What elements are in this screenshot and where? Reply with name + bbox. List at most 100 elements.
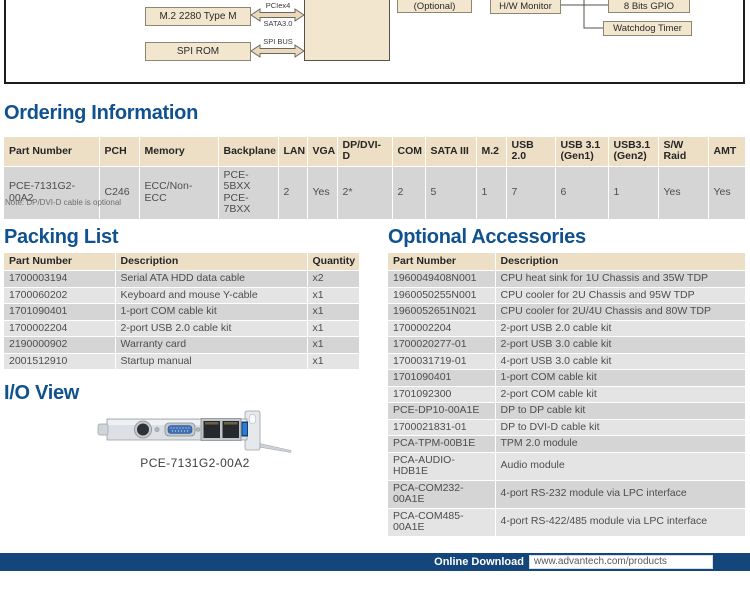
table-row: PCA-COM485-00A1E 4-port RS-422/485 module…	[388, 508, 746, 537]
table-row: 1700031719-01 4-port USB 3.0 cable kit	[388, 353, 746, 370]
diagram-box-pch	[304, 0, 390, 61]
table-cell: PCA-AUDIO-HDB1E	[388, 452, 496, 481]
table-cell: 1	[476, 166, 507, 220]
ordering-note: Note: DP/DVI-D cable is optional	[5, 198, 122, 207]
table-row: 1700060202 Keyboard and mouse Y-cable x1	[4, 287, 360, 304]
table-cell: 2-port COM cable kit	[495, 386, 746, 403]
table-cell: x1	[307, 336, 360, 354]
bracket-left-tab	[97, 423, 109, 436]
packing-list-table: Part Number Description Quantity 170000319…	[4, 253, 360, 370]
screw-icon	[195, 427, 201, 432]
diagram-box-optional: (Optional)	[397, 0, 472, 13]
column-header: Description	[495, 253, 746, 271]
io-view-heading: I/O View	[4, 382, 80, 404]
table-cell: 2-port USB 2.0 cable kit	[495, 320, 746, 337]
table-cell: Warranty card	[115, 336, 308, 354]
table-cell: Startup manual	[115, 353, 308, 370]
bus-label-sata: SATA3.0	[263, 18, 293, 28]
table-cell: PCE-DP10-00A1E	[388, 402, 496, 420]
column-header: PCH	[99, 137, 140, 167]
table-cell: 1700031719-01	[388, 353, 496, 370]
table-cell: 6	[555, 166, 609, 220]
table-cell: CPU cooler for 2U Chassis and 95W TDP	[495, 287, 746, 304]
table-header-row: Part Number Description	[388, 253, 746, 271]
bus-label-pcie: PCIex4	[265, 1, 291, 10]
table-cell: 1960052651N021	[388, 303, 496, 321]
table-row: 1700002204 2-port USB 2.0 cable kit x1	[4, 320, 360, 337]
table-cell: Yes	[658, 166, 709, 220]
table-cell: 1700021831-01	[388, 419, 496, 436]
table-cell: 1-port COM cable kit	[495, 369, 746, 387]
column-header: Memory	[139, 137, 219, 167]
table-cell: x2	[307, 270, 360, 288]
table-row: PCE-7131G2-00A2 C246 ECC/Non-ECC PCE-5BXX P…	[4, 166, 746, 220]
block-diagram: M.2 2280 Type M SPI ROM (Optional) H/W M…	[4, 0, 745, 84]
table-cell: x1	[307, 353, 360, 370]
table-cell: x1	[307, 287, 360, 304]
table-cell: 1-port COM cable kit	[115, 303, 308, 321]
table-cell: PCA-COM485-00A1E	[388, 508, 496, 537]
table-row: 1700020277-01 2-port USB 3.0 cable kit	[388, 336, 746, 354]
table-row: 1960049408N001 CPU heat sink for 1U Chass…	[388, 270, 746, 288]
table-cell: Keyboard and mouse Y-cable	[115, 287, 308, 304]
table-cell: 1701090401	[388, 369, 496, 387]
table-cell: 2	[278, 166, 308, 220]
io-bracket-image	[97, 410, 292, 453]
column-header: Part Number	[388, 253, 496, 271]
table-row: PCA-AUDIO-HDB1E Audio module	[388, 452, 746, 481]
table-cell: 4-port RS-232 module via LPC interface	[495, 480, 746, 509]
table-cell: 5	[425, 166, 477, 220]
table-row: 1701092300 2-port COM cable kit	[388, 386, 746, 403]
table-row: 2001512910 Startup manual x1	[4, 353, 360, 370]
table-cell: PCE-7131G2-00A2	[4, 166, 100, 220]
table-row: PCA-TPM-00B1E TPM 2.0 module	[388, 435, 746, 453]
column-header: Description	[115, 253, 308, 271]
table-row: 2190000902 Warranty card x1	[4, 336, 360, 354]
table-cell: PCA-COM232-00A1E	[388, 480, 496, 509]
column-header: LAN	[278, 137, 308, 167]
table-cell: DP to DP cable kit	[495, 402, 746, 420]
table-cell: CPU cooler for 2U/4U Chassis and 80W TDP	[495, 303, 746, 321]
column-header: USB 2.0	[506, 137, 556, 167]
table-cell: C246	[99, 166, 140, 220]
table-cell: 4-port RS-422/485 module via LPC interfa…	[495, 508, 746, 537]
diagram-box-m2: M.2 2280 Type M	[145, 7, 251, 26]
table-cell: x1	[307, 303, 360, 321]
online-download-label: Online Download	[434, 556, 524, 568]
table-cell: 1960049408N001	[388, 270, 496, 288]
diagram-box-spi-rom: SPI ROM	[145, 42, 251, 61]
column-header: M.2	[476, 137, 507, 167]
ordering-information-heading: Ordering Information	[4, 102, 199, 124]
table-cell: 1700002204	[388, 320, 496, 337]
bus-arrow-spi	[250, 44, 305, 58]
io-view-caption: PCE-7131G2-00A2	[140, 456, 250, 470]
table-cell: 1700060202	[4, 287, 116, 304]
optional-accessories-table: Part Number Description 1960049408N001 CPU…	[388, 253, 746, 537]
download-url-link[interactable]: www.advantech.com/products	[529, 555, 713, 569]
table-cell: TPM 2.0 module	[495, 435, 746, 453]
online-download-bar: Online Download www.advantech.com/produc…	[0, 553, 750, 571]
screw-icon	[154, 427, 160, 432]
table-cell: x1	[307, 320, 360, 337]
column-header: AMT	[708, 137, 746, 167]
table-cell: ECC/Non-ECC	[139, 166, 219, 220]
table-row: PCE-DP10-00A1E DP to DP cable kit	[388, 402, 746, 420]
table-cell: 1701092300	[388, 386, 496, 403]
diagram-box-hw-monitor: H/W Monitor	[490, 0, 561, 14]
table-cell: 1701090401	[4, 303, 116, 321]
table-cell: 1960050255N001	[388, 287, 496, 304]
table-header-row: Part Number PCH Memory Backplane LAN VGA DP/DV…	[4, 137, 746, 167]
table-cell: Yes	[307, 166, 338, 220]
column-header: COM	[392, 137, 426, 167]
table-cell: 2-port USB 2.0 cable kit	[115, 320, 308, 337]
table-cell: 1700020277-01	[388, 336, 496, 354]
table-cell: Serial ATA HDD data cable	[115, 270, 308, 288]
diagram-box-gpio: 8 Bits GPIO	[608, 0, 690, 13]
table-row: 1700003194 Serial ATA HDD data cable x2	[4, 270, 360, 288]
table-cell: Yes	[708, 166, 746, 220]
table-cell: 2-port USB 3.0 cable kit	[495, 336, 746, 354]
table-row: 1960052651N021 CPU cooler for 2U/4U Chass…	[388, 303, 746, 321]
diagram-box-watchdog: Watchdog Timer	[603, 21, 692, 36]
ordering-information-table: Part Number PCH Memory Backplane LAN VGA DP/DV…	[4, 137, 746, 220]
